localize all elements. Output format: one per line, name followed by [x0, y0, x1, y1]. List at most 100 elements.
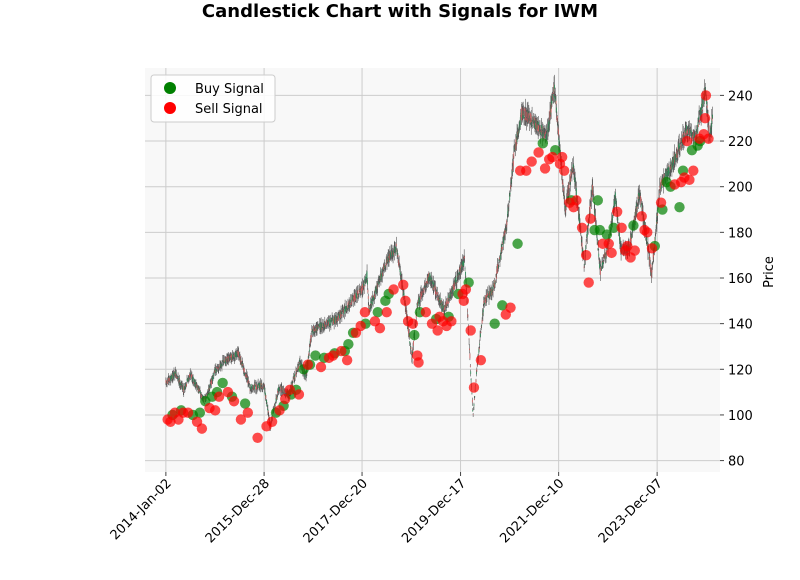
- candle-body: [278, 387, 280, 391]
- candle-body: [425, 286, 427, 287]
- candle-body: [228, 359, 230, 362]
- candle-body: [332, 319, 333, 321]
- candle-body: [442, 305, 444, 309]
- candle-body: [551, 101, 552, 106]
- candle-body: [457, 276, 459, 278]
- candle-body: [379, 276, 381, 278]
- candle-body: [569, 180, 571, 185]
- candle-body: [428, 279, 430, 280]
- candle-body: [352, 297, 353, 299]
- candle-body: [378, 282, 380, 284]
- candle-body: [311, 331, 313, 333]
- candle-body: [422, 291, 424, 292]
- candle-body: [216, 369, 218, 372]
- candle-body: [370, 301, 372, 303]
- candle-body: [179, 381, 181, 386]
- candle-body: [339, 313, 340, 319]
- candle-body: [321, 322, 322, 328]
- candle-body: [422, 293, 424, 295]
- candle-body: [211, 380, 213, 381]
- candle-body: [406, 311, 407, 318]
- candle-body: [197, 386, 199, 390]
- candle-body: [242, 366, 244, 368]
- x-tick-label: 2019-Dec-17: [399, 476, 469, 546]
- candle-body: [167, 380, 169, 382]
- x-tick-label: 2015-Dec-28: [203, 476, 273, 546]
- y-tick-label: 120: [728, 363, 753, 378]
- candle-body: [187, 379, 188, 382]
- candle-body: [398, 259, 400, 267]
- candle-body: [594, 209, 596, 217]
- candle-body: [454, 281, 455, 290]
- candle-body: [440, 303, 442, 306]
- candle-body: [348, 300, 350, 306]
- candle-body: [178, 378, 180, 381]
- candle-body: [239, 353, 240, 356]
- candle-body: [295, 371, 297, 375]
- candle-body: [312, 332, 314, 334]
- candle-body: [405, 304, 407, 310]
- candle-body: [688, 126, 690, 127]
- candle-body: [529, 122, 531, 124]
- candle-body: [284, 392, 285, 394]
- candle-body: [512, 166, 513, 171]
- candle-body: [654, 237, 656, 240]
- candle-body: [545, 136, 547, 140]
- candle-body: [521, 111, 523, 113]
- candle-body: [674, 153, 676, 156]
- candle-body: [555, 96, 557, 104]
- candle-body: [391, 251, 392, 253]
- candle-body: [445, 302, 447, 307]
- sell-signal-marker: [374, 323, 386, 334]
- candle-body: [564, 206, 566, 207]
- candle-body: [476, 369, 478, 372]
- candle-body: [189, 374, 190, 379]
- candle-body: [463, 261, 465, 266]
- candle-body: [193, 382, 195, 383]
- candle-body: [513, 148, 515, 151]
- candle-body: [693, 134, 695, 138]
- candle-body: [432, 281, 434, 289]
- candle-body: [297, 368, 298, 371]
- candle-body: [399, 272, 401, 275]
- candle-body: [510, 185, 512, 187]
- candle-body: [532, 125, 533, 126]
- candle-body: [168, 377, 170, 382]
- candle-body: [496, 267, 498, 269]
- candle-body: [712, 114, 713, 119]
- candle-body: [231, 356, 233, 358]
- candle-body: [310, 335, 312, 342]
- candle-body: [701, 109, 703, 112]
- candle-body: [435, 290, 437, 296]
- candle-body: [371, 303, 373, 306]
- candle-body: [378, 283, 380, 285]
- candle-body: [274, 404, 276, 407]
- candle-body: [253, 387, 255, 389]
- buy-signal-marker: [217, 377, 228, 389]
- candle-body: [408, 331, 410, 334]
- candle-body: [514, 149, 516, 150]
- candle-body: [517, 133, 519, 135]
- sell-signal-marker: [700, 90, 712, 101]
- buy-signal-marker: [592, 195, 603, 206]
- candle-body: [501, 247, 502, 253]
- candle-body: [667, 167, 669, 176]
- candle-body: [366, 272, 368, 279]
- candle-body: [183, 387, 185, 390]
- candle-body: [547, 122, 549, 133]
- candle-body: [474, 396, 476, 397]
- legend-buy-label: Buy Signal: [195, 82, 264, 97]
- candle-body: [354, 294, 355, 301]
- candle-body: [677, 145, 679, 152]
- candle-body: [313, 329, 314, 330]
- candle-body: [467, 314, 469, 318]
- candle-body: [562, 179, 563, 184]
- candle-body: [678, 143, 680, 153]
- candle-body: [184, 387, 185, 390]
- candle-body: [182, 386, 184, 391]
- candle-body: [226, 360, 227, 362]
- candle-body: [344, 305, 346, 308]
- candle-body: [338, 315, 340, 319]
- candle-body: [656, 209, 658, 218]
- candle-body: [194, 379, 196, 383]
